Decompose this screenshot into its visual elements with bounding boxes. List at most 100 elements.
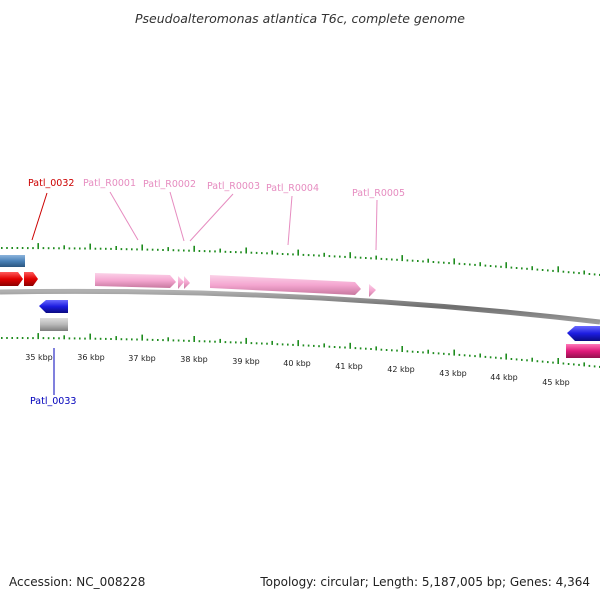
tick-mark <box>84 247 86 250</box>
feature-pink-arrow-r0002a[interactable] <box>178 276 184 289</box>
gene-label-patl-r0005[interactable]: Patl_R0005 <box>352 188 405 199</box>
feature-blue-arrow[interactable] <box>39 300 68 313</box>
feature-gray-block[interactable] <box>40 318 68 331</box>
tick-mark <box>261 252 263 255</box>
tick-mark <box>42 247 45 250</box>
map-title: Pseudoalteromonas atlantica T6c, complet… <box>135 11 465 26</box>
tick-mark <box>42 337 45 340</box>
tick-mark <box>562 362 565 365</box>
tick-mark <box>6 247 8 249</box>
tick-mark <box>120 248 123 251</box>
tick-mark <box>443 261 445 264</box>
feature-red-arrow-2[interactable] <box>24 272 38 286</box>
tick-mark <box>328 345 331 348</box>
gene-label-patl-0032[interactable]: Patl_0032 <box>28 178 74 189</box>
tick-mark <box>443 352 445 355</box>
tick-mark <box>521 358 523 361</box>
tick-mark <box>557 358 559 364</box>
tick-mark <box>411 350 414 353</box>
gene-label-patl-r0004[interactable]: Patl_R0004 <box>266 183 319 194</box>
tick-mark <box>255 342 258 345</box>
tick-mark <box>323 252 325 257</box>
tick-mark <box>489 265 492 267</box>
tick-mark <box>58 247 60 250</box>
tick-mark <box>162 339 164 342</box>
tick-mark <box>37 333 39 340</box>
feature-magenta-block[interactable] <box>566 344 600 358</box>
tick-mark <box>266 342 268 345</box>
tick-mark <box>63 245 65 250</box>
tick-mark <box>515 267 518 269</box>
tick-mark <box>495 265 497 268</box>
feature-pink-arrow-r0001[interactable] <box>95 273 176 288</box>
tick-mark <box>593 365 596 368</box>
tick-mark <box>172 339 175 342</box>
tick-mark <box>94 247 97 250</box>
tick-mark <box>136 338 138 341</box>
leader-patl-0032 <box>31 192 48 241</box>
tick-mark <box>188 339 190 342</box>
tick-mark <box>427 349 429 354</box>
tick-mark <box>552 269 554 272</box>
tick-mark <box>380 348 383 351</box>
feature-blue-arrow-right[interactable] <box>567 326 600 341</box>
axis-label: 38 kbp <box>180 355 208 364</box>
tick-mark <box>1 247 3 249</box>
tick-mark <box>287 253 289 256</box>
tick-mark <box>53 247 55 250</box>
tick-mark <box>437 352 440 355</box>
tick-mark <box>58 337 60 340</box>
tick-mark <box>583 362 585 367</box>
tick-mark <box>391 258 393 261</box>
feature-pink-arrow-r0005[interactable] <box>369 284 376 297</box>
tick-mark <box>297 249 299 256</box>
feature-steelblue-block[interactable] <box>0 255 25 267</box>
tick-mark <box>32 337 34 340</box>
gene-label-patl-0033[interactable]: Patl_0033 <box>30 396 76 407</box>
gene-label-patl-r0002[interactable]: Patl_R0002 <box>143 179 196 190</box>
tick-mark <box>510 358 513 360</box>
tick-mark <box>370 348 372 350</box>
tick-mark <box>89 243 91 250</box>
feature-pink-arrow-r0003-r0004[interactable] <box>210 275 361 295</box>
tick-mark <box>172 249 175 252</box>
tick-mark <box>37 243 39 250</box>
tick-mark <box>287 343 289 346</box>
tick-mark <box>484 264 487 267</box>
tick-mark <box>115 336 117 341</box>
tick-mark <box>27 247 29 250</box>
tick-mark <box>333 255 336 258</box>
tick-mark <box>73 247 76 250</box>
tick-mark <box>255 251 258 254</box>
tick-mark <box>193 336 195 342</box>
tick-mark <box>526 359 528 362</box>
feature-pink-arrow-r0002b[interactable] <box>184 276 190 289</box>
tick-mark <box>375 346 377 351</box>
tick-mark <box>292 253 294 256</box>
tick-mark <box>359 256 362 259</box>
feature-red-arrow-1[interactable] <box>0 272 23 286</box>
tick-mark <box>313 254 315 257</box>
tick-mark <box>458 262 461 265</box>
tick-mark <box>73 337 76 340</box>
tick-mark <box>401 255 403 262</box>
gene-label-patl-r0003[interactable]: Patl_R0003 <box>207 181 260 192</box>
tick-mark <box>391 349 393 352</box>
tick-mark <box>167 337 169 342</box>
tick-mark <box>422 260 424 263</box>
tick-mark <box>193 245 195 252</box>
tick-mark <box>474 355 476 358</box>
gene-label-patl-r0001[interactable]: Patl_R0001 <box>83 178 136 189</box>
tick-mark <box>162 249 164 251</box>
tick-mark <box>188 249 190 252</box>
tick-mark <box>432 261 435 263</box>
tick-mark <box>68 337 71 340</box>
tick-mark <box>505 353 507 360</box>
tick-mark <box>365 257 367 259</box>
tick-mark <box>105 337 107 340</box>
tick-mark <box>510 266 513 269</box>
tick-mark <box>500 357 502 360</box>
tick-mark <box>214 250 216 253</box>
tick-mark <box>495 356 497 359</box>
tick-mark <box>411 259 414 262</box>
